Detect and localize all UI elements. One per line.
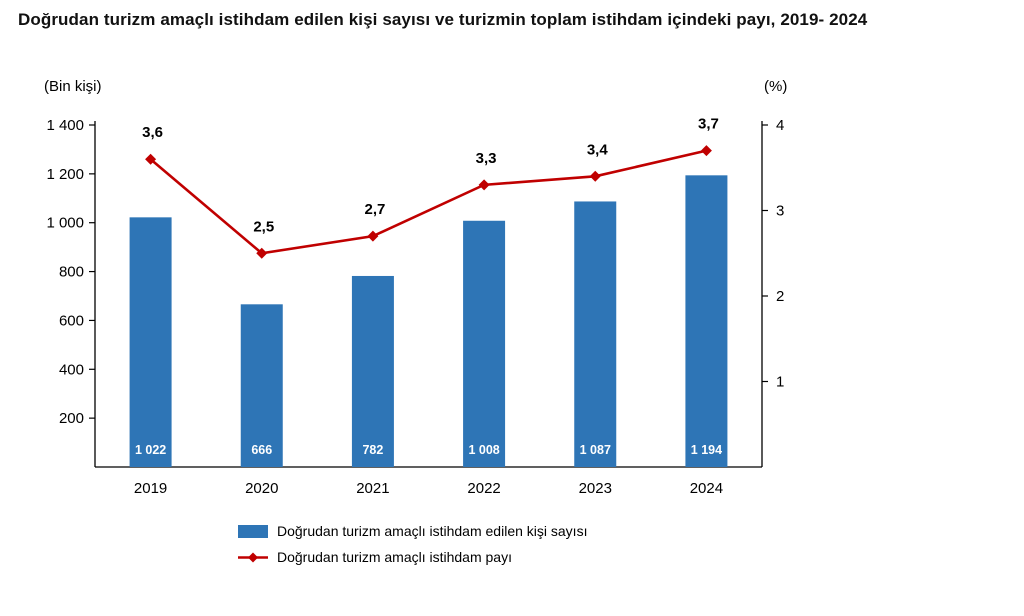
bar-2021 <box>351 275 394 467</box>
left-axis-tick-label: 200 <box>59 410 84 427</box>
x-axis-label-2020: 2020 <box>245 480 278 497</box>
bar-2020 <box>240 304 283 467</box>
bar-2022 <box>463 220 506 467</box>
line-value-label: 3,3 <box>476 150 497 167</box>
legend-item-bar-series: Doğrudan turizm amaçlı istihdam edilen k… <box>238 518 587 544</box>
bar-value-label: 1 194 <box>691 443 722 457</box>
right-axis-tick-label: 4 <box>776 117 784 134</box>
legend: Doğrudan turizm amaçlı istihdam edilen k… <box>238 518 587 570</box>
bar-value-label: 1 087 <box>580 443 611 457</box>
bar-2023 <box>574 201 617 467</box>
line-value-label: 2,5 <box>253 218 274 235</box>
line-marker-2021 <box>367 230 379 242</box>
right-axis-tick-label: 2 <box>776 288 784 305</box>
line-marker-2022 <box>478 179 490 191</box>
legend-line-diamond-icon <box>248 552 258 562</box>
x-axis-label-2019: 2019 <box>134 480 167 497</box>
x-axis-label-2021: 2021 <box>356 480 389 497</box>
bar-2019 <box>129 217 172 467</box>
line-marker-2023 <box>589 170 601 182</box>
line-value-label: 2,7 <box>364 201 385 218</box>
line-series-swatch-icon <box>238 551 268 564</box>
bar-value-label: 1 022 <box>135 443 166 457</box>
legend-item-line-series: Doğrudan turizm amaçlı istihdam payı <box>238 544 587 570</box>
line-value-label: 3,6 <box>142 124 163 141</box>
bar-2024 <box>685 175 728 467</box>
bar-value-label: 666 <box>251 443 272 457</box>
right-axis-tick-label: 3 <box>776 203 784 220</box>
line-marker-2024 <box>700 145 712 157</box>
line-value-label: 3,7 <box>698 116 719 133</box>
x-axis-label-2024: 2024 <box>690 480 723 497</box>
line-series-path <box>149 149 707 255</box>
legend-label-line-series: Doğrudan turizm amaçlı istihdam payı <box>277 549 512 565</box>
x-axis-label-2022: 2022 <box>467 480 500 497</box>
line-marker-2020 <box>256 247 268 259</box>
line-marker-2019 <box>145 153 157 165</box>
left-axis-unit-label: (Bin kişi) <box>44 78 102 95</box>
legend-label-bar-series: Doğrudan turizm amaçlı istihdam edilen k… <box>277 523 588 539</box>
left-axis-tick-label: 1 000 <box>46 215 84 232</box>
chart-title: Doğrudan turizm amaçlı istihdam edilen k… <box>18 10 868 29</box>
right-axis-tick-label: 1 <box>776 374 784 391</box>
left-axis-tick-label: 800 <box>59 264 84 281</box>
x-axis-label-2023: 2023 <box>579 480 612 497</box>
left-axis-tick-label: 600 <box>59 312 84 329</box>
left-axis-tick-label: 1 400 <box>46 117 84 134</box>
left-axis-tick-label: 1 200 <box>46 166 84 183</box>
bar-value-label: 782 <box>362 443 383 457</box>
bar-value-label: 1 008 <box>468 443 499 457</box>
right-axis-unit-label: (%) <box>764 78 788 95</box>
line-value-label: 3,4 <box>587 141 609 158</box>
left-axis-tick-label: 400 <box>59 361 84 378</box>
bar-series-swatch-icon <box>238 524 268 538</box>
